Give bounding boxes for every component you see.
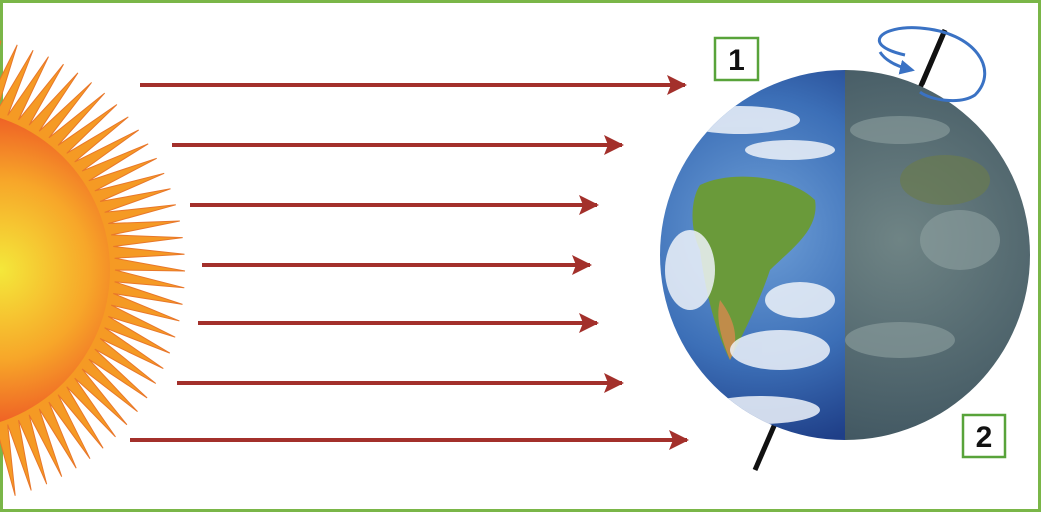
- label-2: 2: [976, 421, 993, 454]
- page: 1 2 (() => { const data = JSON.parse(doc…: [0, 0, 1041, 512]
- diagram: 1 2: [0, 0, 1041, 512]
- night-land: [900, 155, 990, 205]
- label-1: 1: [728, 44, 745, 77]
